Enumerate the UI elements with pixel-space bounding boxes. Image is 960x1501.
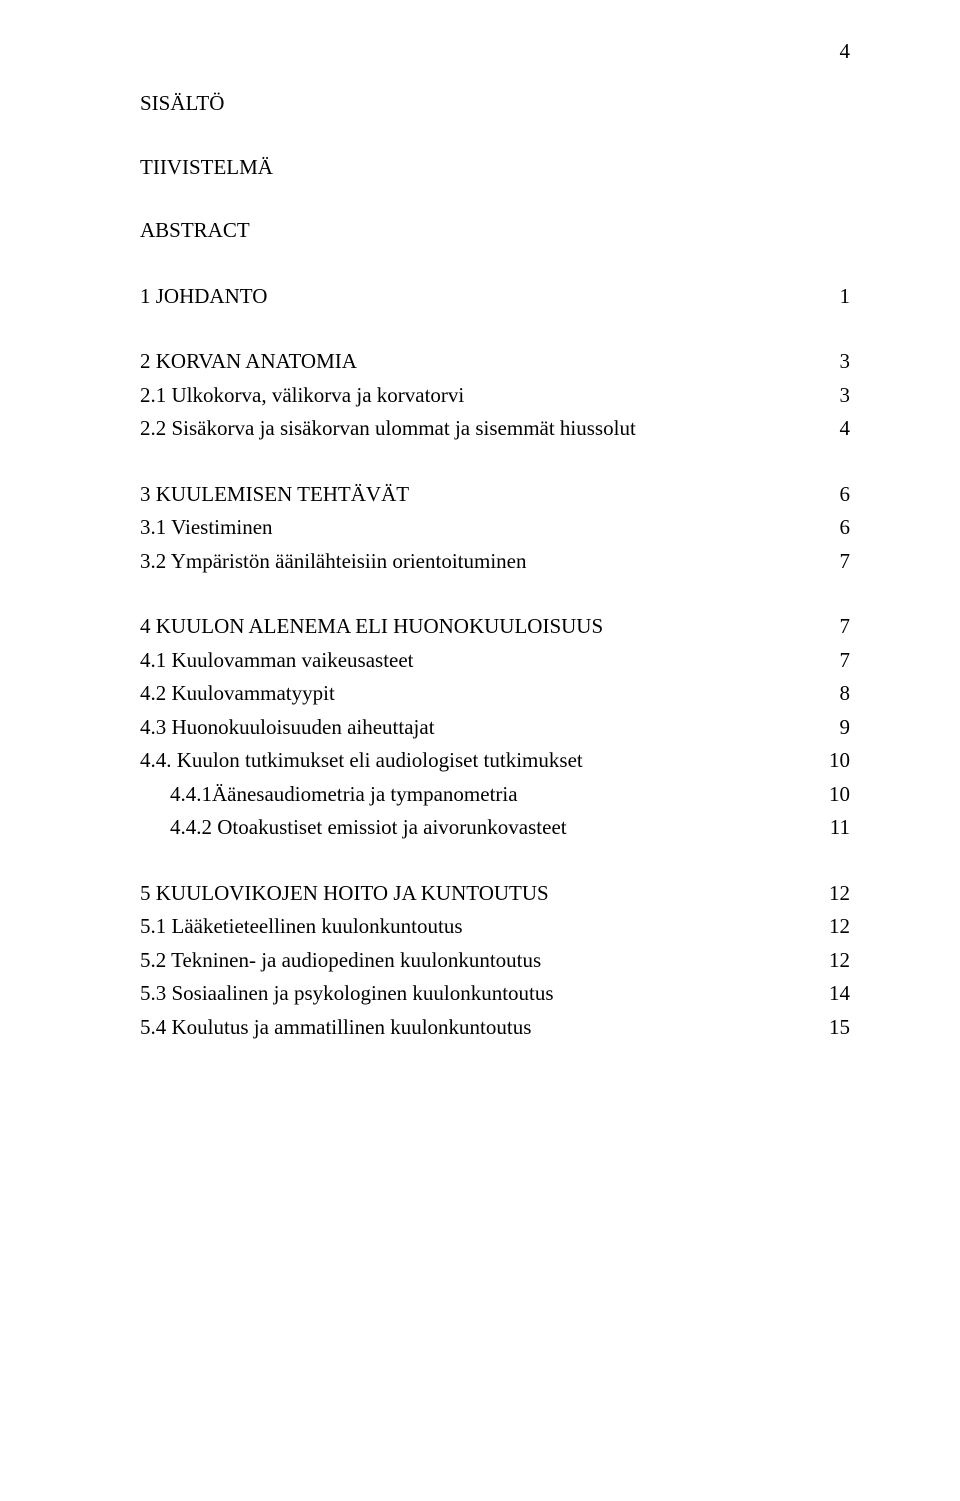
toc-entry-page: 7 [810, 645, 850, 677]
toc-entry-page: 4 [810, 413, 850, 445]
toc-row: 4.3 Huonokuuloisuuden aiheuttajat9 [140, 712, 850, 744]
toc-entry-label: 5.2 Tekninen- ja audiopedinen kuulonkunt… [140, 945, 810, 977]
heading-tiivistelma: TIIVISTELMÄ [140, 152, 850, 184]
toc-entry-label: 4.4.1Äänesaudiometria ja tympanometria [170, 779, 810, 811]
toc-row: 5.1 Lääketieteellinen kuulonkuntoutus12 [140, 911, 850, 943]
toc-entry-page: 6 [810, 479, 850, 511]
toc-row: 5.4 Koulutus ja ammatillinen kuulonkunto… [140, 1012, 850, 1044]
toc-entry-page: 3 [810, 380, 850, 412]
toc-entry-page: 8 [810, 678, 850, 710]
table-of-contents: 1 JOHDANTO1 2 KORVAN ANATOMIA32.1 Ulkokor… [140, 281, 850, 1044]
toc-entry-label: 5.1 Lääketieteellinen kuulonkuntoutus [140, 911, 810, 943]
toc-entry-page: 15 [810, 1012, 850, 1044]
toc-entry-label: 1 JOHDANTO [140, 281, 810, 313]
toc-entry-page: 9 [810, 712, 850, 744]
toc-row: 5 KUULOVIKOJEN HOITO JA KUNTOUTUS12 [140, 878, 850, 910]
toc-entry-page: 11 [810, 812, 850, 844]
toc-entry-page: 12 [810, 911, 850, 943]
toc-row: 4.4.2 Otoakustiset emissiot ja aivorunko… [140, 812, 850, 844]
toc-entry-page: 10 [810, 779, 850, 811]
toc-row: 4.2 Kuulovammatyypit8 [140, 678, 850, 710]
toc-entry-label: 4.3 Huonokuuloisuuden aiheuttajat [140, 712, 810, 744]
heading-abstract: ABSTRACT [140, 215, 850, 247]
toc-entry-label: 4.1 Kuulovamman vaikeusasteet [140, 645, 810, 677]
toc-entry-label: 4.4.2 Otoakustiset emissiot ja aivorunko… [170, 812, 810, 844]
toc-row: 3 KUULEMISEN TEHTÄVÄT6 [140, 479, 850, 511]
toc-entry-label: 4.4. Kuulon tutkimukset eli audiologiset… [140, 745, 810, 777]
front-matter: SISÄLTÖ TIIVISTELMÄ ABSTRACT [140, 88, 850, 247]
toc-row: 4 KUULON ALENEMA ELI HUONOKUULOISUUS7 [140, 611, 850, 643]
toc-row: 2.2 Sisäkorva ja sisäkorvan ulommat ja s… [140, 413, 850, 445]
toc-row: 4.4. Kuulon tutkimukset eli audiologiset… [140, 745, 850, 777]
toc-entry-page: 12 [810, 878, 850, 910]
toc-row: 3.2 Ympäristön äänilähteisiin orientoitu… [140, 546, 850, 578]
toc-row: 3.1 Viestiminen6 [140, 512, 850, 544]
toc-entry-label: 4 KUULON ALENEMA ELI HUONOKUULOISUUS [140, 611, 810, 643]
toc-entry-page: 10 [810, 745, 850, 777]
page-number: 4 [840, 36, 851, 68]
toc-entry-page: 7 [810, 611, 850, 643]
toc-entry-page: 7 [810, 546, 850, 578]
toc-entry-page: 6 [810, 512, 850, 544]
toc-entry-label: 3.1 Viestiminen [140, 512, 810, 544]
toc-entry-label: 5.3 Sosiaalinen ja psykologinen kuulonku… [140, 978, 810, 1010]
toc-entry-label: 3.2 Ympäristön äänilähteisiin orientoitu… [140, 546, 810, 578]
toc-entry-label: 2.1 Ulkokorva, välikorva ja korvatorvi [140, 380, 810, 412]
toc-entry-label: 2.2 Sisäkorva ja sisäkorvan ulommat ja s… [140, 413, 810, 445]
toc-entry-label: 3 KUULEMISEN TEHTÄVÄT [140, 479, 810, 511]
toc-entry-page: 3 [810, 346, 850, 378]
toc-entry-label: 5 KUULOVIKOJEN HOITO JA KUNTOUTUS [140, 878, 810, 910]
toc-entry-label: 2 KORVAN ANATOMIA [140, 346, 810, 378]
toc-entry-page: 1 [810, 281, 850, 313]
toc-entry-label: 4.2 Kuulovammatyypit [140, 678, 810, 710]
heading-sisalto: SISÄLTÖ [140, 88, 850, 120]
toc-row: 4.1 Kuulovamman vaikeusasteet7 [140, 645, 850, 677]
toc-row: 5.3 Sosiaalinen ja psykologinen kuulonku… [140, 978, 850, 1010]
toc-entry-page: 12 [810, 945, 850, 977]
toc-row: 4.4.1Äänesaudiometria ja tympanometria10 [140, 779, 850, 811]
toc-entry-label: 5.4 Koulutus ja ammatillinen kuulonkunto… [140, 1012, 810, 1044]
toc-row: 5.2 Tekninen- ja audiopedinen kuulonkunt… [140, 945, 850, 977]
toc-entry-page: 14 [810, 978, 850, 1010]
toc-row: 1 JOHDANTO1 [140, 281, 850, 313]
toc-row: 2.1 Ulkokorva, välikorva ja korvatorvi3 [140, 380, 850, 412]
toc-row: 2 KORVAN ANATOMIA3 [140, 346, 850, 378]
